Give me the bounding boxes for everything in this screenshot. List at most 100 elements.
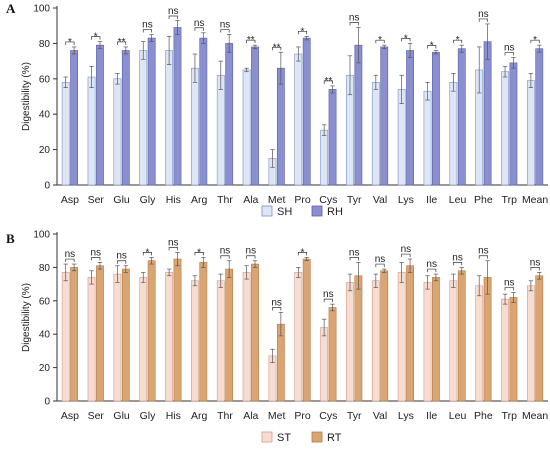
x-category-label: Pro — [294, 410, 311, 422]
x-category-label: Mean — [522, 410, 548, 422]
significance-bracket — [272, 46, 282, 51]
bar-st — [87, 277, 96, 402]
x-category-label: Cys — [319, 410, 337, 422]
bar-st — [346, 282, 354, 402]
x-category-label: Val — [373, 410, 387, 422]
significance-bracket — [349, 257, 359, 261]
significance-bracket — [168, 15, 178, 19]
y-tick-label: 20 — [39, 145, 51, 156]
bar-sh — [139, 50, 148, 186]
significance-bracket — [375, 39, 385, 44]
bar-sh — [191, 67, 199, 186]
significance-label: * — [456, 35, 460, 46]
bar-rh — [457, 48, 466, 186]
bar-rt — [173, 258, 182, 402]
x-category-label: Phe — [474, 410, 493, 422]
bar-rt — [483, 277, 492, 402]
bar-sh — [216, 74, 225, 186]
significance-bracket — [453, 39, 463, 44]
x-category-label: Ala — [243, 194, 258, 206]
significance-label: ns — [323, 289, 334, 300]
significance-label: * — [533, 35, 537, 46]
bar-rh — [276, 67, 285, 186]
x-category-label: Thr — [217, 194, 233, 206]
bar-rt — [328, 307, 337, 402]
significance-label: ns — [220, 246, 231, 257]
significance-bracket — [427, 268, 437, 273]
bar-sh — [371, 82, 380, 186]
x-category-label: Gly — [140, 194, 157, 206]
significance-label: * — [430, 40, 434, 51]
x-category-label: Tyr — [347, 410, 362, 422]
y-tick-label: 60 — [39, 296, 51, 307]
bar-sh — [526, 80, 535, 186]
x-category-label: Ile — [426, 410, 437, 422]
significance-label: ** — [273, 42, 281, 53]
bar-st — [423, 282, 432, 402]
significance-bracket — [272, 307, 282, 311]
significance-bracket — [427, 45, 437, 49]
x-category-label: Ser — [88, 194, 105, 206]
bar-rh — [251, 46, 259, 186]
significance-bracket — [478, 255, 488, 259]
significance-label: ns — [271, 297, 282, 308]
panel-label: B — [6, 231, 15, 246]
bar-sh — [449, 82, 458, 186]
significance-label: ns — [478, 9, 489, 20]
x-category-label: Leu — [449, 194, 467, 206]
significance-label: * — [301, 247, 305, 258]
significance-label: ns — [116, 251, 127, 262]
y-tick-label: 0 — [44, 181, 50, 192]
significance-label: ns — [65, 249, 76, 260]
y-tick-label: 100 — [33, 4, 50, 15]
bar-rh — [432, 51, 440, 186]
bar-sh — [294, 53, 303, 186]
significance-label: ns — [349, 247, 360, 258]
bar-rh — [121, 50, 130, 186]
x-category-label: Ile — [426, 194, 437, 206]
significance-label: ns — [168, 6, 179, 17]
bar-rt — [302, 258, 311, 402]
significance-bracket — [220, 29, 230, 33]
significance-bracket — [168, 247, 178, 251]
significance-label: ns — [375, 254, 386, 265]
x-category-label: Pro — [294, 194, 311, 206]
x-category-label: Asp — [61, 410, 79, 422]
bar-sh — [87, 76, 96, 186]
bar-sh — [501, 71, 509, 186]
x-category-label: Trp — [502, 410, 518, 422]
bar-sh — [320, 129, 329, 186]
significance-label: ns — [168, 237, 179, 248]
legend-label: RT — [327, 432, 342, 444]
significance-bracket — [117, 41, 127, 45]
y-tick-label: 80 — [39, 263, 51, 274]
significance-bracket — [530, 39, 540, 44]
x-category-label: Tyr — [347, 194, 362, 206]
significance-bracket — [194, 252, 204, 256]
significance-bracket — [65, 41, 75, 45]
legend-swatch-st — [261, 431, 273, 443]
legend-label: SH — [277, 206, 292, 218]
bar-rt — [406, 265, 414, 402]
significance-bracket — [504, 287, 514, 291]
significance-label: * — [94, 32, 98, 43]
x-category-label: Lys — [398, 410, 414, 422]
bar-rt — [70, 267, 79, 402]
x-category-label: Asp — [61, 194, 79, 206]
x-category-label: Arg — [191, 410, 208, 422]
bar-rh — [354, 44, 363, 186]
bar-rh — [225, 43, 234, 186]
significance-label: ** — [247, 35, 255, 46]
significance-bracket — [91, 257, 101, 261]
significance-bracket — [246, 39, 256, 44]
significance-bracket — [297, 30, 308, 35]
x-category-label: Met — [268, 194, 286, 206]
bar-rh — [147, 37, 156, 186]
significance-label: ns — [90, 247, 101, 258]
significance-bracket — [297, 252, 308, 256]
bar-sh — [423, 90, 432, 186]
bar-sh — [61, 82, 70, 186]
significance-label: ns — [246, 246, 257, 257]
bar-rh — [483, 41, 492, 186]
